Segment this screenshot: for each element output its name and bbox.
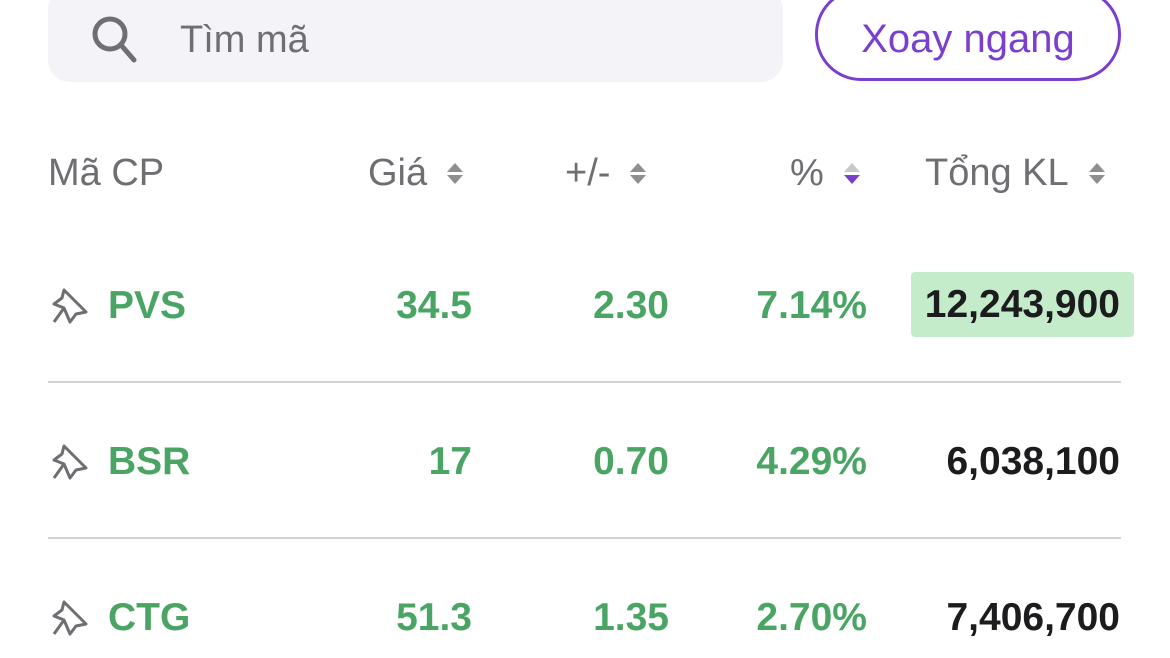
- symbol: PVS: [108, 284, 187, 327]
- volume: 12,243,900: [910, 272, 1134, 337]
- row-divider: [48, 381, 1121, 383]
- change: 0.70: [593, 440, 669, 483]
- price: 34.5: [396, 284, 472, 327]
- change: 1.35: [593, 596, 669, 639]
- symbol: CTG: [108, 596, 191, 639]
- search-icon: [92, 16, 137, 63]
- column-header-price[interactable]: Giá: [368, 150, 464, 196]
- pin-icon[interactable]: [50, 442, 90, 482]
- row-divider: [48, 537, 1121, 539]
- change: 2.30: [593, 284, 669, 327]
- header-label: +/-: [565, 151, 611, 194]
- header-label: Mã CP: [48, 151, 165, 194]
- header-label: %: [790, 151, 824, 194]
- volume: 6,038,100: [946, 440, 1120, 483]
- symbol: BSR: [108, 440, 191, 483]
- column-header-change[interactable]: +/-: [565, 150, 647, 196]
- percent: 2.70%: [756, 596, 867, 639]
- column-header-volume[interactable]: Tổng KL: [925, 150, 1105, 196]
- sort-icon: [1088, 162, 1105, 184]
- sort-icon: [447, 162, 464, 184]
- search-input[interactable]: Tìm mã: [48, 0, 783, 82]
- percent: 4.29%: [756, 440, 867, 483]
- column-header-symbol[interactable]: Mã CP: [48, 150, 164, 196]
- search-placeholder: Tìm mã: [180, 18, 309, 61]
- price: 17: [428, 440, 472, 483]
- price: 51.3: [396, 596, 472, 639]
- table-row[interactable]: BSR 17 0.70 4.29% 6,038,100: [0, 422, 1170, 502]
- sort-icon: [630, 162, 647, 184]
- volume: 7,406,700: [946, 596, 1120, 639]
- rotate-landscape-button[interactable]: Xoay ngang: [815, 0, 1121, 81]
- pin-icon[interactable]: [50, 286, 90, 326]
- pin-icon[interactable]: [50, 598, 90, 638]
- percent: 7.14%: [756, 284, 867, 327]
- sort-desc-icon: [843, 162, 860, 184]
- header-label: Giá: [368, 151, 428, 194]
- table-row[interactable]: PVS 34.5 2.30 7.14% 12,243,900: [0, 266, 1170, 346]
- header-label: Tổng KL: [925, 151, 1069, 194]
- column-header-percent[interactable]: %: [790, 150, 860, 196]
- table-row[interactable]: CTG 51.3 1.35 2.70% 7,406,700: [0, 578, 1170, 658]
